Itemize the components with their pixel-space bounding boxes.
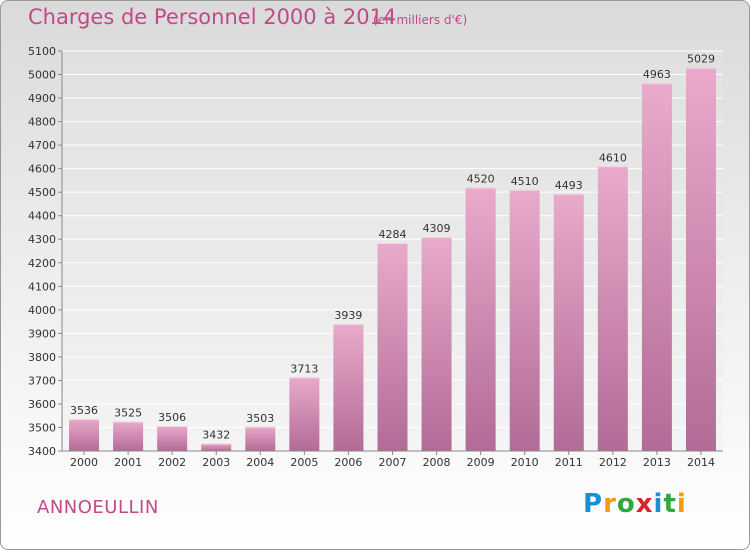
bar-value-label: 4520 bbox=[467, 172, 495, 185]
logo-letter: t bbox=[663, 489, 677, 519]
y-tick-label: 4900 bbox=[28, 92, 56, 105]
bar bbox=[333, 324, 364, 451]
x-tick-label: 2013 bbox=[643, 456, 671, 469]
y-tick-label: 4800 bbox=[28, 116, 56, 129]
bar bbox=[685, 67, 716, 452]
bar-value-label: 4963 bbox=[643, 68, 671, 81]
bar-value-label: 5029 bbox=[687, 53, 715, 66]
bar bbox=[201, 443, 232, 451]
y-tick-label: 3700 bbox=[28, 374, 56, 387]
bar-value-label: 3939 bbox=[334, 309, 362, 322]
x-tick-label: 2011 bbox=[555, 456, 583, 469]
bar-value-label: 3536 bbox=[70, 404, 98, 417]
logo-letter: r bbox=[603, 489, 617, 519]
y-tick-label: 3600 bbox=[28, 398, 56, 411]
x-tick-label: 2004 bbox=[246, 456, 274, 469]
x-axis: 2000 2001 2002 2003 2004 2005 2006 2007 2008 2009… bbox=[62, 450, 723, 469]
bar bbox=[157, 426, 188, 451]
y-axis: 3400 3500 3600 3700 3800 3900 4000 4100 4200 4300… bbox=[28, 45, 63, 458]
proxiti-logo[interactable]: Proxiti bbox=[583, 489, 687, 519]
bar-value-label: 4493 bbox=[555, 179, 583, 192]
y-tick-label: 3800 bbox=[28, 351, 56, 364]
x-tick-label: 2008 bbox=[423, 456, 451, 469]
x-tick-label: 2005 bbox=[290, 456, 318, 469]
city-name: ANNOEULLIN bbox=[37, 497, 159, 518]
bar-value-label: 4309 bbox=[423, 222, 451, 235]
logo-letter: o bbox=[616, 489, 636, 519]
bar bbox=[421, 237, 452, 451]
bar-value-label: 4610 bbox=[599, 151, 627, 164]
bar bbox=[377, 243, 408, 451]
x-tick-label: 2002 bbox=[158, 456, 186, 469]
y-tick-label: 5000 bbox=[28, 69, 56, 82]
bar bbox=[69, 419, 100, 451]
x-tick-label: 2007 bbox=[379, 456, 407, 469]
x-tick-label: 2014 bbox=[687, 456, 715, 469]
x-tick-label: 2006 bbox=[334, 456, 362, 469]
bar bbox=[245, 426, 276, 451]
x-tick-label: 2000 bbox=[70, 456, 98, 469]
bar bbox=[597, 166, 628, 451]
chart-title: Charges de Personnel 2000 à 2014 bbox=[28, 5, 397, 29]
bar-value-label: 3525 bbox=[114, 407, 142, 420]
y-tick-label: 4100 bbox=[28, 280, 56, 293]
bar bbox=[641, 83, 672, 451]
x-tick-label: 2001 bbox=[114, 456, 142, 469]
x-tick-label: 2012 bbox=[599, 456, 627, 469]
bar-value-label: 3432 bbox=[202, 428, 230, 441]
y-tick-label: 5100 bbox=[28, 45, 56, 58]
y-tick-label: 4600 bbox=[28, 163, 56, 176]
y-tick-label: 4500 bbox=[28, 186, 56, 199]
bar bbox=[289, 377, 320, 451]
bar bbox=[553, 193, 584, 451]
logo-letter: P bbox=[583, 489, 604, 519]
bar-value-label: 3506 bbox=[158, 411, 186, 424]
y-tick-label: 3500 bbox=[28, 421, 56, 434]
y-tick-label: 3900 bbox=[28, 327, 56, 340]
bar bbox=[465, 187, 496, 451]
bars: 3536 3525 3506 3432 3503 3713 3939 4284 4309 4520… bbox=[69, 53, 716, 452]
y-tick-label: 4400 bbox=[28, 210, 56, 223]
y-tick-label: 4200 bbox=[28, 257, 56, 270]
logo-letter: x bbox=[635, 489, 654, 519]
bar bbox=[113, 421, 144, 451]
x-tick-label: 2009 bbox=[467, 456, 495, 469]
y-tick-label: 4700 bbox=[28, 139, 56, 152]
bar-value-label: 3503 bbox=[246, 412, 274, 425]
x-tick-label: 2010 bbox=[511, 456, 539, 469]
bar-value-label: 4284 bbox=[379, 228, 407, 241]
bar-value-label: 4510 bbox=[511, 175, 539, 188]
y-tick-label: 3400 bbox=[28, 445, 56, 458]
logo-letter: i bbox=[676, 489, 687, 519]
chart-subtitle: (en milliers d'€) bbox=[373, 13, 468, 27]
logo-letter: i bbox=[653, 489, 664, 519]
bar bbox=[509, 189, 540, 451]
x-tick-label: 2003 bbox=[202, 456, 230, 469]
bar-value-label: 3713 bbox=[290, 362, 318, 375]
y-tick-label: 4300 bbox=[28, 233, 56, 246]
y-tick-label: 4000 bbox=[28, 304, 56, 317]
